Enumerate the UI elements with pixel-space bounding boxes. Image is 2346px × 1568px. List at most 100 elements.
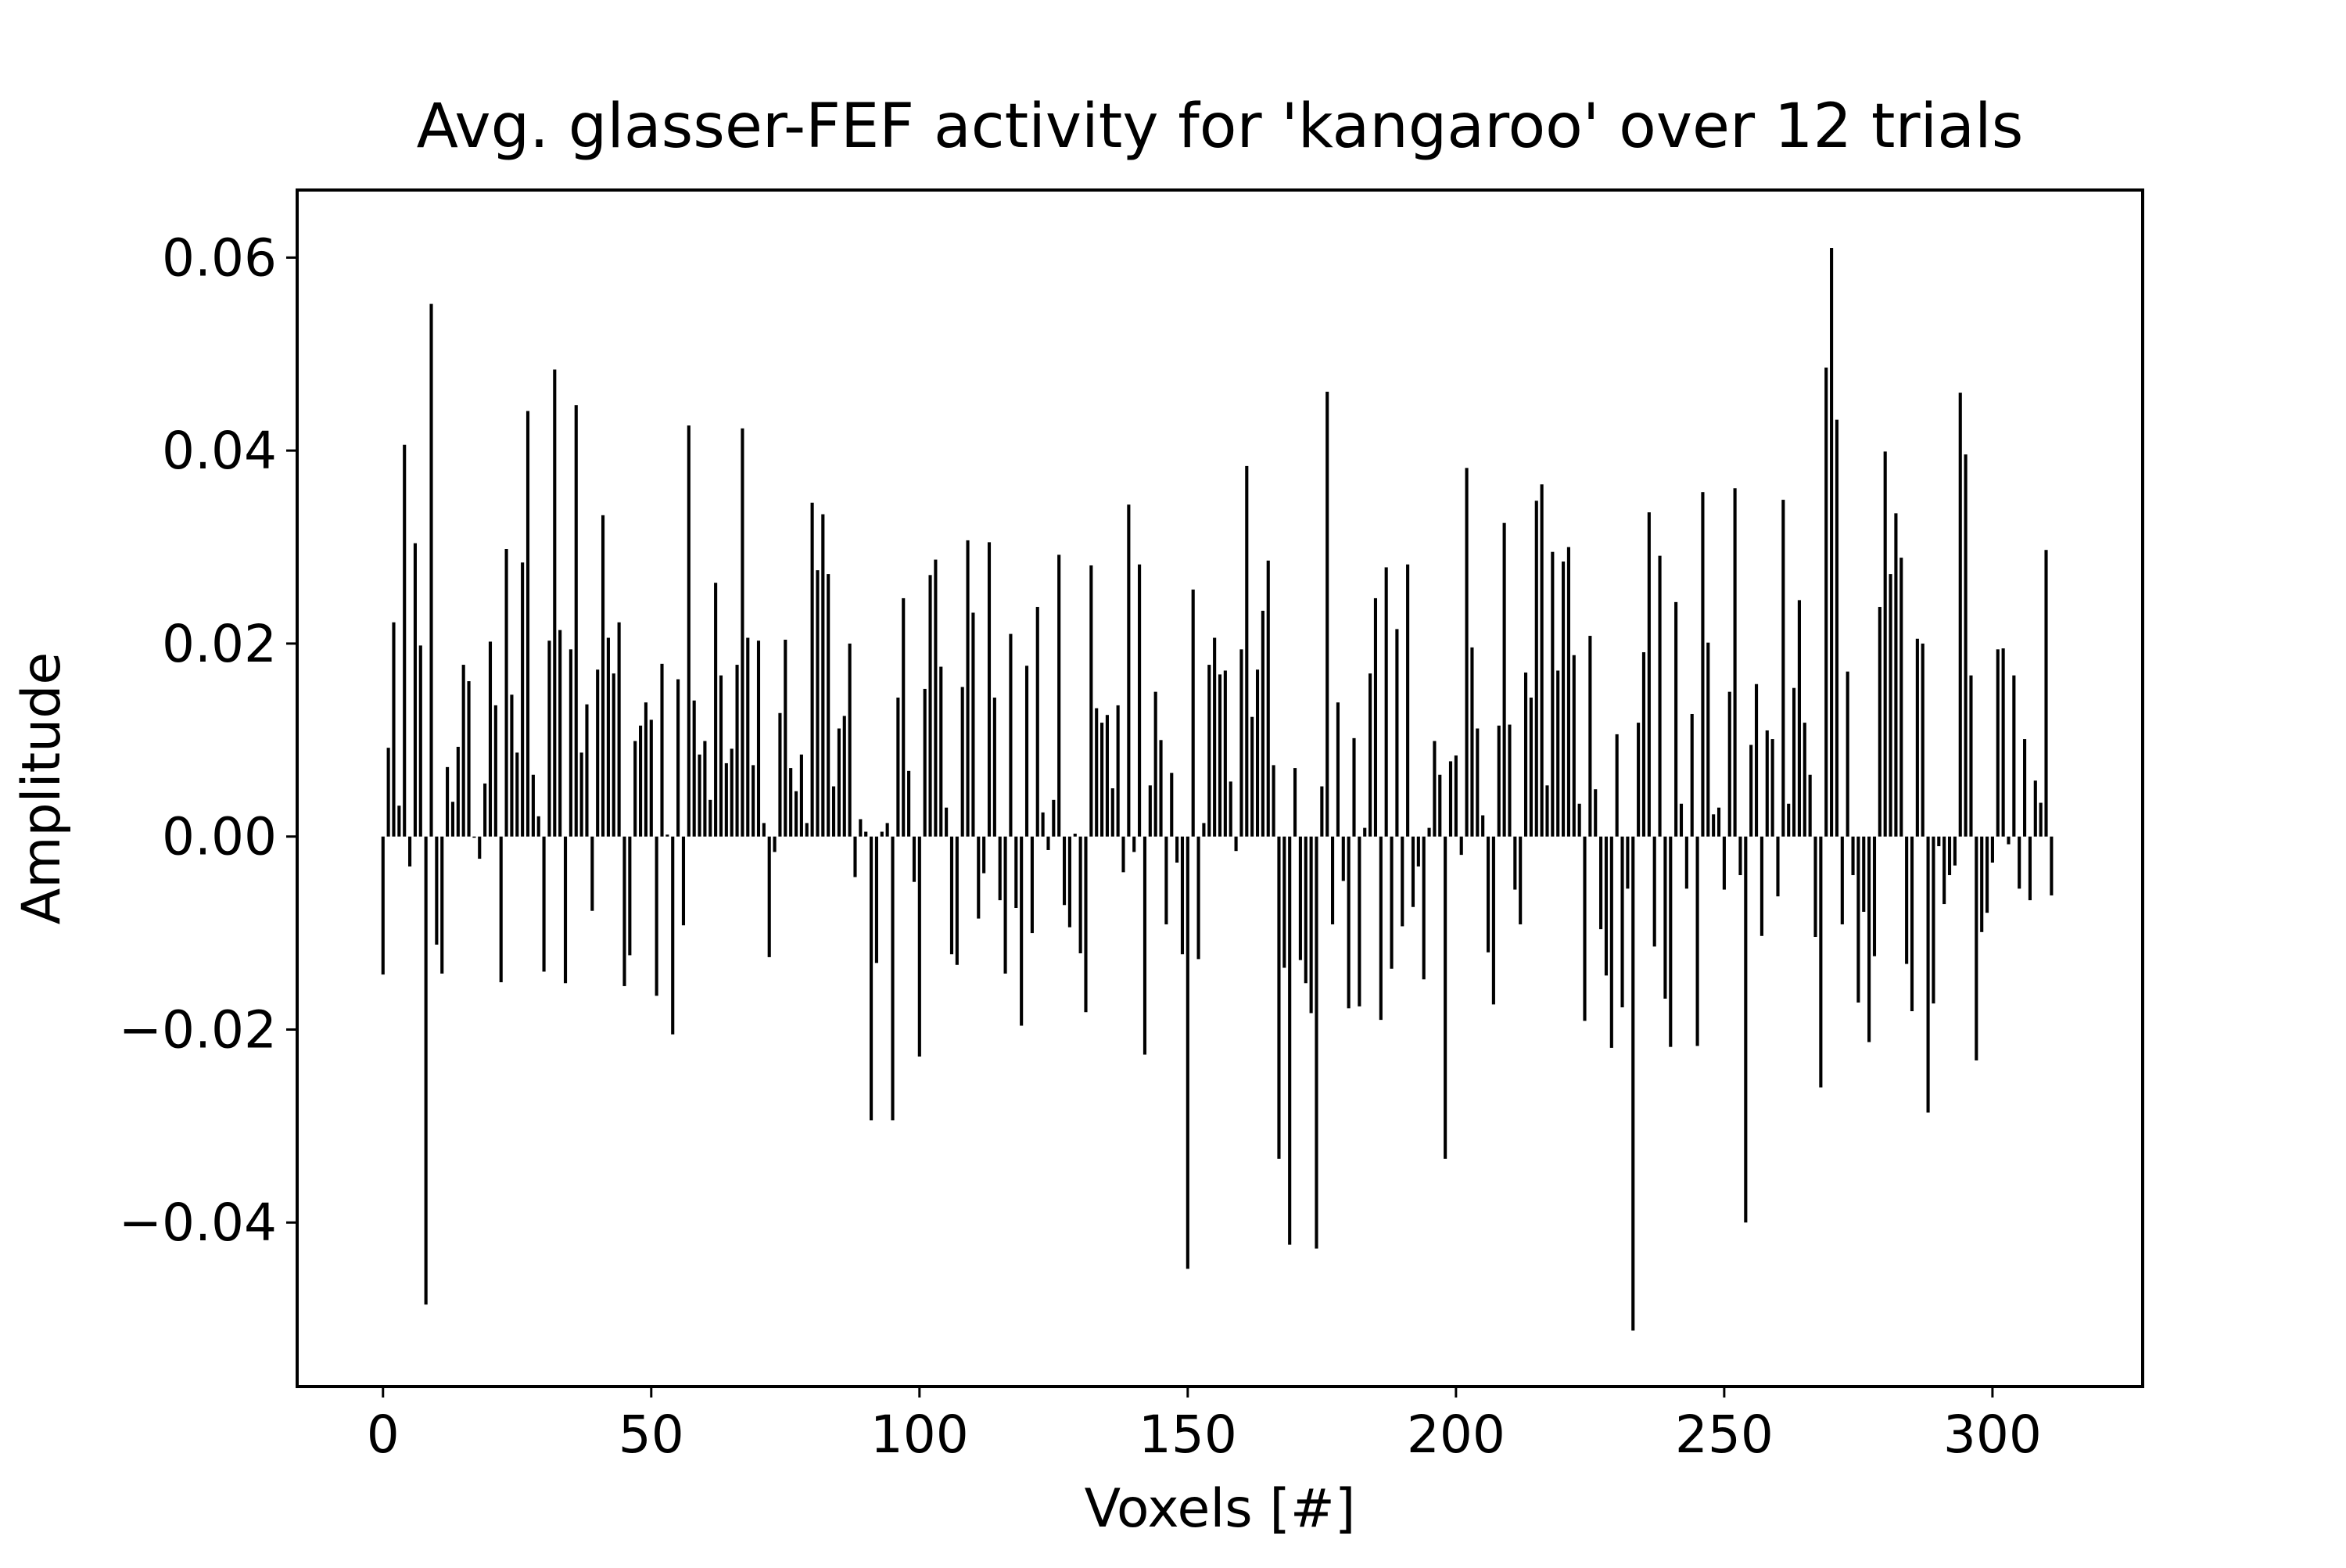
bar-voxel-288 [1926, 836, 1930, 1113]
bar-voxel-104 [939, 666, 943, 837]
bar-voxel-96 [896, 698, 900, 837]
bar-voxel-270 [1830, 248, 1834, 837]
bar-voxel-255 [1749, 745, 1753, 837]
bar-voxel-264 [1797, 600, 1801, 837]
bar-voxel-27 [526, 411, 530, 837]
bar-voxel-202 [1465, 468, 1469, 837]
bar-voxel-262 [1787, 803, 1791, 837]
bar-voxel-258 [1765, 730, 1769, 837]
bar-voxel-216 [1540, 484, 1544, 837]
bar-voxel-220 [1562, 562, 1566, 837]
bar-voxel-175 [1320, 786, 1324, 837]
bar-voxel-16 [467, 681, 471, 837]
bar-voxel-246 [1701, 492, 1705, 837]
bar-voxel-297 [1975, 836, 1978, 1060]
bar-voxel-149 [1180, 836, 1185, 955]
bar-voxel-134 [1100, 723, 1104, 837]
bar-voxel-144 [1153, 691, 1157, 837]
y-tick-label: −0.02 [119, 999, 277, 1060]
x-axis-label: Voxels [#] [1085, 1478, 1356, 1540]
bar-voxel-192 [1411, 836, 1415, 907]
bar-voxel-130 [1078, 836, 1082, 953]
bar-voxel-174 [1315, 836, 1318, 1249]
bar-voxel-44 [617, 622, 621, 837]
bar-voxel-269 [1824, 368, 1828, 837]
bar-voxel-77 [794, 791, 798, 837]
bar-voxel-237 [1652, 836, 1656, 947]
bar-voxel-222 [1572, 655, 1576, 837]
bar-voxel-210 [1508, 724, 1512, 837]
bar-voxel-294 [1958, 393, 1962, 837]
bar-voxel-252 [1733, 488, 1737, 837]
bar-voxel-64 [724, 762, 728, 837]
bar-voxel-145 [1159, 740, 1163, 837]
bar-voxel-131 [1084, 836, 1088, 1013]
bar-voxel-141 [1138, 564, 1142, 837]
bar-voxel-259 [1770, 739, 1774, 837]
bar-voxel-38 [585, 704, 589, 837]
bar-voxel-242 [1679, 803, 1684, 837]
bar-voxel-251 [1727, 691, 1731, 837]
bar-voxel-273 [1846, 671, 1849, 837]
bar-voxel-60 [703, 741, 707, 837]
bar-voxel-292 [1947, 836, 1952, 876]
bar-voxel-199 [1448, 761, 1453, 837]
bar-voxel-235 [1641, 652, 1646, 837]
bar-voxel-37 [579, 752, 583, 837]
bar-voxel-17 [472, 836, 476, 838]
bar-voxel-73 [773, 836, 777, 852]
bar-voxel-68 [746, 637, 750, 837]
bar-voxel-128 [1067, 836, 1071, 928]
bar-voxel-188 [1390, 836, 1394, 969]
bar-voxel-224 [1583, 836, 1587, 1021]
bar-voxel-4 [403, 444, 407, 837]
bar-voxel-219 [1556, 670, 1560, 837]
bar-voxel-100 [917, 836, 921, 1057]
bar-voxel-212 [1519, 836, 1523, 924]
bar-voxel-267 [1813, 836, 1817, 938]
bar-voxel-230 [1615, 734, 1619, 837]
bar-voxel-62 [714, 583, 718, 837]
bar-voxel-287 [1921, 643, 1925, 837]
bar-voxel-300 [1990, 836, 1994, 863]
bar-voxel-36 [574, 405, 578, 837]
bar-voxel-29 [536, 816, 540, 837]
bar-voxel-307 [2028, 836, 2032, 901]
bar-voxel-46 [628, 836, 632, 956]
bar-voxel-248 [1712, 814, 1716, 837]
bar-voxel-309 [2039, 802, 2043, 837]
bar-voxel-137 [1116, 705, 1120, 837]
x-tick-label: 200 [1407, 1405, 1505, 1465]
bar-voxel-11 [440, 836, 444, 974]
bar-voxel-56 [681, 836, 686, 926]
bar-voxel-0 [381, 836, 385, 975]
bar-voxel-32 [553, 369, 557, 837]
bar-voxel-244 [1690, 713, 1694, 837]
bar-voxel-249 [1716, 807, 1721, 837]
bar-voxel-23 [504, 549, 508, 837]
bar-voxel-238 [1658, 555, 1662, 837]
bar-voxel-173 [1309, 836, 1313, 1014]
bar-voxel-114 [992, 698, 996, 837]
bar-voxel-261 [1781, 500, 1785, 837]
bar-voxel-92 [874, 836, 878, 963]
bar-voxel-181 [1352, 737, 1356, 837]
bar-voxel-122 [1035, 607, 1039, 837]
bar-voxel-265 [1803, 723, 1806, 837]
bar-voxel-276 [1862, 836, 1866, 912]
bar-voxel-232 [1626, 836, 1630, 889]
bar-voxel-205 [1481, 815, 1485, 837]
bar-voxel-58 [692, 700, 696, 837]
bar-voxel-191 [1406, 564, 1410, 837]
bar-voxel-53 [665, 834, 669, 837]
bar-voxel-119 [1020, 836, 1024, 1026]
bar-voxel-110 [971, 612, 975, 837]
bar-voxel-8 [424, 836, 428, 1305]
chart-title: Avg. glasser-FEF activity for 'kangaroo'… [417, 91, 2024, 162]
bar-voxel-45 [622, 836, 626, 986]
bar-voxel-296 [1969, 675, 1973, 837]
bar-voxel-34 [563, 836, 568, 984]
bar-voxel-139 [1127, 504, 1131, 837]
bar-voxel-66 [735, 665, 739, 837]
